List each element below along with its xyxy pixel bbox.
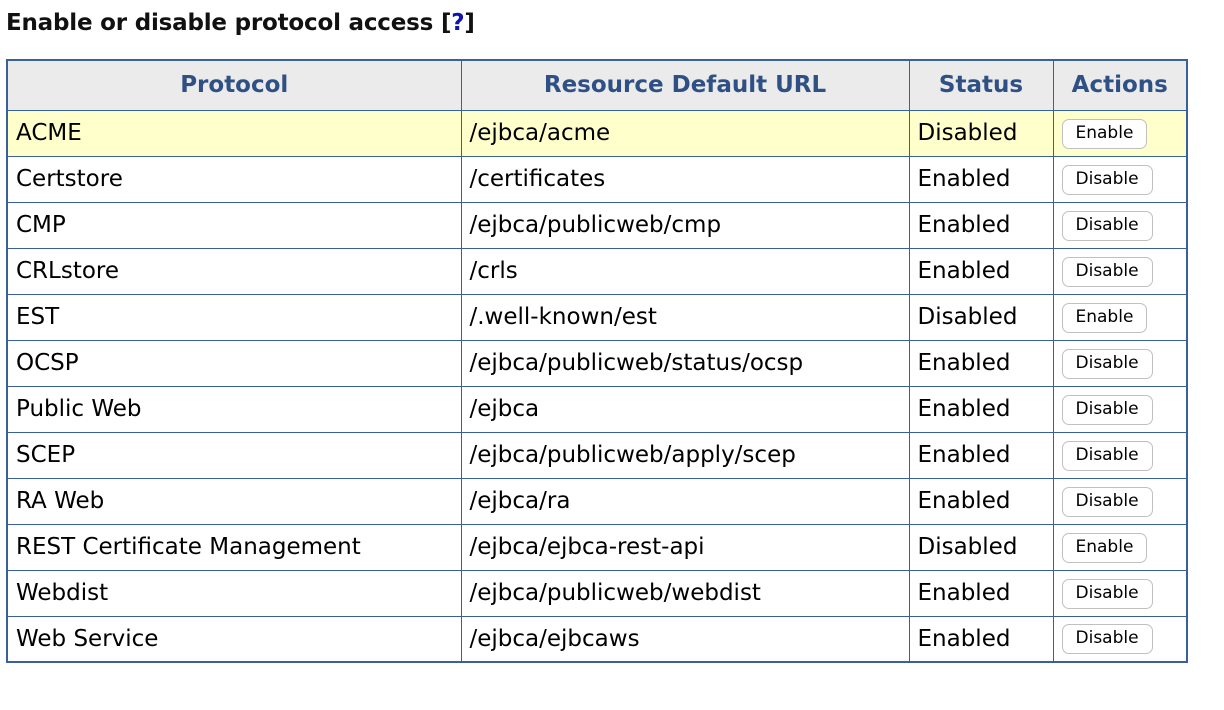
- column-header-actions: Actions: [1052, 59, 1188, 111]
- table-row: ACME/ejbca/acme Disabled Enable: [6, 109, 1188, 157]
- disable-button[interactable]: Disable: [1061, 164, 1153, 195]
- table-row: CRLstore/crls Enabled Disable: [6, 247, 1188, 295]
- table-header: Protocol Resource Default URL Status Act…: [6, 59, 1188, 111]
- cell-protocol: ACME: [6, 109, 462, 157]
- cell-status: Enabled: [908, 339, 1054, 387]
- cell-resource-default-url: /ejbca: [460, 385, 910, 433]
- table-row: Web Service/ejbca/ejbcaws Enabled Disable: [6, 615, 1188, 663]
- table-row: CMP/ejbca/publicweb/cmp Enabled Disable: [6, 201, 1188, 249]
- cell-actions: Disable: [1052, 339, 1188, 387]
- cell-actions: Disable: [1052, 155, 1188, 203]
- cell-actions: Disable: [1052, 615, 1188, 663]
- cell-actions: Enable: [1052, 293, 1188, 341]
- disable-button[interactable]: Disable: [1061, 486, 1153, 517]
- cell-actions: Disable: [1052, 247, 1188, 295]
- table-row: SCEP/ejbca/publicweb/apply/scep Enabled Di…: [6, 431, 1188, 479]
- cell-status: Enabled: [908, 477, 1054, 525]
- cell-resource-default-url: /ejbca/ejbcaws: [460, 615, 910, 663]
- table-row: Public Web/ejbca Enabled Disable: [6, 385, 1188, 433]
- cell-resource-default-url: /certificates: [460, 155, 910, 203]
- disable-button[interactable]: Disable: [1061, 394, 1153, 425]
- cell-protocol: Public Web: [6, 385, 462, 433]
- disable-button[interactable]: Disable: [1061, 578, 1153, 609]
- cell-resource-default-url: /ejbca/acme: [460, 109, 910, 157]
- cell-actions: Enable: [1052, 109, 1188, 157]
- cell-resource-default-url: /ejbca/ejbca-rest-api: [460, 523, 910, 571]
- cell-status: Disabled: [908, 523, 1054, 571]
- cell-status: Disabled: [908, 293, 1054, 341]
- cell-resource-default-url: /ejbca/publicweb/cmp: [460, 201, 910, 249]
- cell-protocol: CMP: [6, 201, 462, 249]
- cell-actions: Disable: [1052, 431, 1188, 479]
- column-header-resource-default-url: Resource Default URL: [460, 59, 910, 111]
- disable-button[interactable]: Disable: [1061, 348, 1153, 379]
- protocol-access-table: Protocol Resource Default URL Status Act…: [6, 59, 1188, 663]
- table-row: REST Certificate Management/ejbca/ejbca-…: [6, 523, 1188, 571]
- cell-resource-default-url: /ejbca/publicweb/webdist: [460, 569, 910, 617]
- cell-status: Enabled: [908, 431, 1054, 479]
- cell-status: Disabled: [908, 109, 1054, 157]
- cell-resource-default-url: /ejbca/ra: [460, 477, 910, 525]
- table-body: ACME/ejbca/acme Disabled Enable Certstore/c…: [6, 109, 1188, 663]
- cell-actions: Disable: [1052, 569, 1188, 617]
- cell-status: Enabled: [908, 247, 1054, 295]
- cell-actions: Disable: [1052, 385, 1188, 433]
- cell-status: Enabled: [908, 615, 1054, 663]
- cell-protocol: RA Web: [6, 477, 462, 525]
- table-row: RA Web/ejbca/ra Enabled Disable: [6, 477, 1188, 525]
- disable-button[interactable]: Disable: [1061, 624, 1153, 655]
- cell-protocol: EST: [6, 293, 462, 341]
- cell-protocol: Webdist: [6, 569, 462, 617]
- cell-protocol: REST Certificate Management: [6, 523, 462, 571]
- table-header-row: Protocol Resource Default URL Status Act…: [6, 59, 1188, 111]
- column-header-protocol: Protocol: [6, 59, 462, 111]
- help-close-bracket: ]: [464, 10, 475, 36]
- cell-protocol: SCEP: [6, 431, 462, 479]
- help-open-bracket: [: [440, 10, 452, 36]
- cell-resource-default-url: /.well-known/est: [460, 293, 910, 341]
- help-link[interactable]: ?: [451, 10, 465, 36]
- cell-actions: Disable: [1052, 477, 1188, 525]
- cell-status: Enabled: [908, 385, 1054, 433]
- protocol-table-container: Protocol Resource Default URL Status Act…: [0, 38, 1224, 663]
- disable-button[interactable]: Disable: [1061, 256, 1153, 287]
- page-title: Enable or disable protocol access [?]: [0, 0, 1224, 38]
- cell-actions: Enable: [1052, 523, 1188, 571]
- table-row: Certstore/certificates Enabled Disable: [6, 155, 1188, 203]
- cell-protocol: CRLstore: [6, 247, 462, 295]
- cell-status: Enabled: [908, 155, 1054, 203]
- cell-status: Enabled: [908, 201, 1054, 249]
- table-row: OCSP/ejbca/publicweb/status/ocsp Enabled D…: [6, 339, 1188, 387]
- disable-button[interactable]: Disable: [1061, 210, 1153, 241]
- enable-button[interactable]: Enable: [1061, 532, 1148, 563]
- cell-protocol: Certstore: [6, 155, 462, 203]
- table-row: Webdist/ejbca/publicweb/webdist Enabled Di…: [6, 569, 1188, 617]
- table-row: EST/.well-known/est Disabled Enable: [6, 293, 1188, 341]
- cell-protocol: Web Service: [6, 615, 462, 663]
- cell-resource-default-url: /ejbca/publicweb/apply/scep: [460, 431, 910, 479]
- cell-protocol: OCSP: [6, 339, 462, 387]
- enable-button[interactable]: Enable: [1061, 302, 1148, 333]
- cell-actions: Disable: [1052, 201, 1188, 249]
- column-header-status: Status: [908, 59, 1054, 111]
- cell-resource-default-url: /crls: [460, 247, 910, 295]
- cell-status: Enabled: [908, 569, 1054, 617]
- disable-button[interactable]: Disable: [1061, 440, 1153, 471]
- page-title-text: Enable or disable protocol access: [6, 10, 434, 36]
- cell-resource-default-url: /ejbca/publicweb/status/ocsp: [460, 339, 910, 387]
- enable-button[interactable]: Enable: [1061, 118, 1148, 149]
